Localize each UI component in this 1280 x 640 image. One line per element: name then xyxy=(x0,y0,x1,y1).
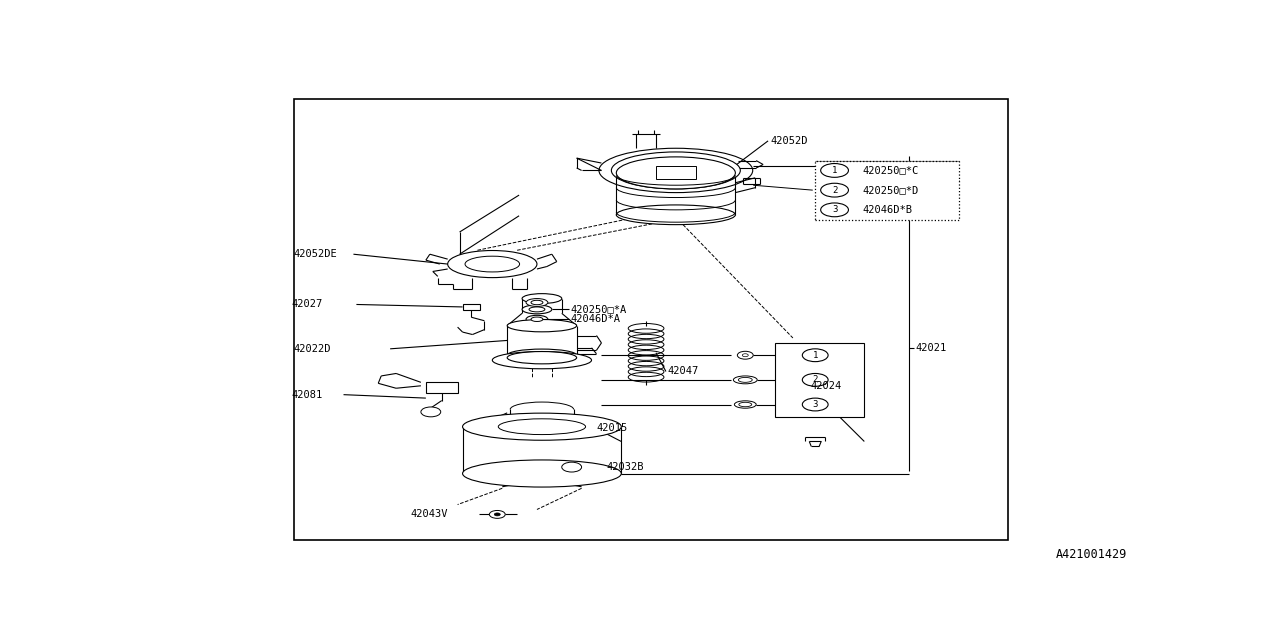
Bar xyxy=(776,343,864,417)
Ellipse shape xyxy=(599,148,753,193)
Text: 2: 2 xyxy=(832,186,837,195)
Text: 42015: 42015 xyxy=(596,422,627,433)
Bar xyxy=(657,166,696,179)
Ellipse shape xyxy=(739,378,753,382)
Ellipse shape xyxy=(526,316,548,323)
Circle shape xyxy=(803,349,828,362)
Circle shape xyxy=(494,513,500,516)
Ellipse shape xyxy=(617,205,736,225)
Ellipse shape xyxy=(493,351,591,369)
Ellipse shape xyxy=(462,413,621,440)
Circle shape xyxy=(820,164,849,177)
Circle shape xyxy=(562,462,581,472)
Text: 420250□*C: 420250□*C xyxy=(863,165,919,175)
Text: 3: 3 xyxy=(832,205,837,214)
Text: 2: 2 xyxy=(813,376,818,385)
Bar xyxy=(815,161,959,220)
Ellipse shape xyxy=(507,349,577,362)
Text: 42027: 42027 xyxy=(291,300,323,310)
Ellipse shape xyxy=(612,152,740,189)
Circle shape xyxy=(820,203,849,217)
Ellipse shape xyxy=(498,419,585,435)
Ellipse shape xyxy=(522,305,552,314)
Text: 42043V: 42043V xyxy=(410,509,448,520)
Text: 1: 1 xyxy=(813,351,818,360)
Ellipse shape xyxy=(739,403,751,407)
Bar xyxy=(294,99,1009,540)
Circle shape xyxy=(489,511,506,518)
Text: 42024: 42024 xyxy=(810,381,842,391)
Text: 42052DE: 42052DE xyxy=(294,249,338,259)
Bar xyxy=(426,382,458,393)
Text: 420250□*A: 420250□*A xyxy=(571,305,627,314)
Ellipse shape xyxy=(531,317,543,321)
Ellipse shape xyxy=(735,401,756,408)
Circle shape xyxy=(742,354,749,356)
Text: 3: 3 xyxy=(813,400,818,409)
Circle shape xyxy=(421,407,440,417)
Text: 42052D: 42052D xyxy=(771,136,808,146)
Text: 42046D*A: 42046D*A xyxy=(571,314,621,324)
Text: 42047: 42047 xyxy=(668,367,699,376)
Ellipse shape xyxy=(526,298,548,307)
Text: A421001429: A421001429 xyxy=(1056,548,1128,561)
Text: 420250□*D: 420250□*D xyxy=(863,185,919,195)
Text: 1: 1 xyxy=(832,166,837,175)
Text: 42081: 42081 xyxy=(291,390,323,399)
Ellipse shape xyxy=(529,307,545,312)
Circle shape xyxy=(803,374,828,387)
Ellipse shape xyxy=(507,319,577,332)
Ellipse shape xyxy=(507,351,577,364)
Bar xyxy=(462,304,480,310)
Text: 42032B: 42032B xyxy=(607,462,644,472)
Ellipse shape xyxy=(522,294,562,303)
Ellipse shape xyxy=(462,460,621,487)
Text: 42021: 42021 xyxy=(916,343,947,353)
Text: 42046D*B: 42046D*B xyxy=(863,205,913,215)
Text: 42022D: 42022D xyxy=(294,344,332,354)
Ellipse shape xyxy=(733,376,758,384)
Circle shape xyxy=(803,398,828,411)
Ellipse shape xyxy=(617,157,736,189)
Ellipse shape xyxy=(531,300,543,305)
Circle shape xyxy=(820,183,849,197)
Circle shape xyxy=(737,351,753,359)
